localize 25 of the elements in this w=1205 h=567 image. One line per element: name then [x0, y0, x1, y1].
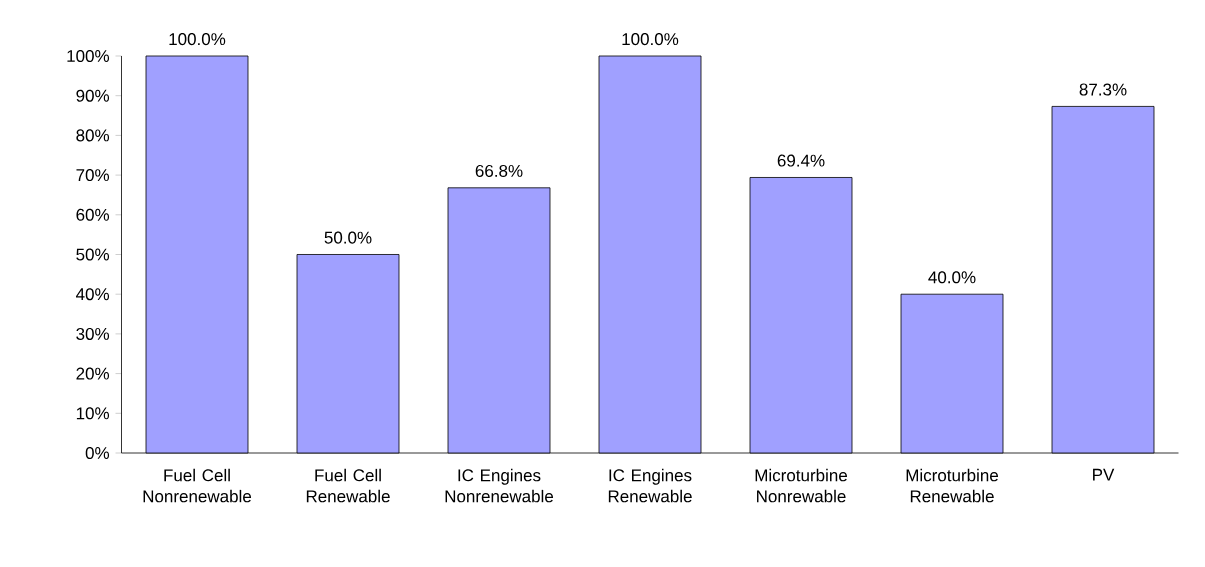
x-tick-label: Microturbine Renewable	[906, 468, 999, 503]
data-label: 87.3%	[1079, 83, 1127, 96]
y-tick-label: 10%	[76, 407, 110, 420]
y-tick-label: 0%	[85, 446, 110, 460]
data-label: 69.4%	[777, 154, 825, 167]
data-label: 50.0%	[324, 231, 372, 244]
x-tick-label: PV	[1093, 468, 1115, 481]
data-label: 40.0%	[928, 271, 976, 284]
y-tick-label: 60%	[76, 208, 110, 221]
y-tick-label: 20%	[76, 367, 110, 380]
y-tick-label: 80%	[76, 129, 110, 142]
y-tick-label: 30%	[76, 327, 110, 340]
y-tick-label: 50%	[76, 248, 110, 261]
data-label: 100.0%	[169, 33, 226, 46]
x-tick-label: IC Engines Nonrenewable	[445, 468, 554, 503]
y-tick-label: 70%	[76, 169, 110, 182]
y-tick-label: 40%	[76, 288, 110, 301]
x-tick-label: Fuel Cell Renewable	[306, 468, 390, 503]
data-label: 100.0%	[622, 33, 679, 46]
y-tick-label: 90%	[76, 89, 110, 102]
x-tick-label: IC Engines Renewable	[608, 468, 692, 503]
y-tick-label: 100%	[67, 49, 110, 63]
x-tick-label: Microturbine Nonrewable	[755, 468, 848, 503]
data-label: 66.8%	[475, 164, 523, 177]
x-tick-label: Fuel Cell Nonrenewable	[143, 468, 252, 503]
